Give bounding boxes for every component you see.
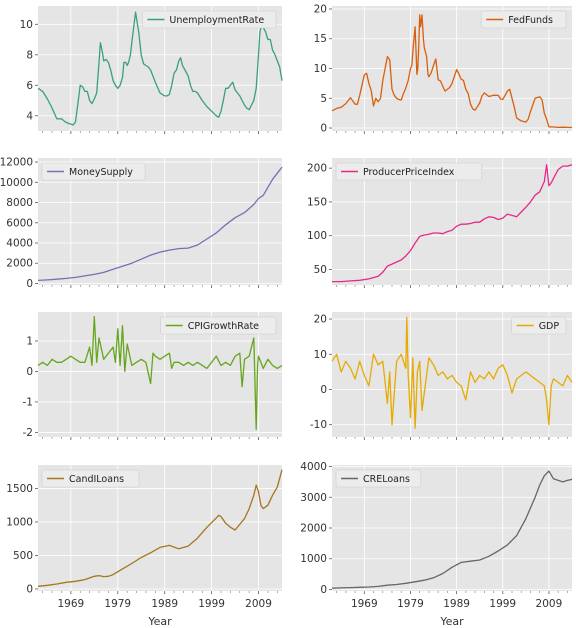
y-tick-label: 4000 xyxy=(300,461,327,473)
y-tick-label: 1000 xyxy=(300,553,327,565)
series-line-CRELoans xyxy=(331,470,573,589)
y-tick-label: 4 xyxy=(26,110,33,122)
x-tick-label: 1989 xyxy=(151,598,178,610)
legend-label: CandILoans xyxy=(69,474,124,485)
legend-box xyxy=(41,162,146,181)
legend-box xyxy=(160,316,277,335)
y-tick-label: 200 xyxy=(307,163,327,175)
legend-label: UnemploymentRate xyxy=(169,15,264,26)
x-tick-label: 1979 xyxy=(397,598,424,610)
y-tick-label: 1500 xyxy=(6,483,33,495)
y-tick-label: 150 xyxy=(307,196,327,208)
legend-box xyxy=(41,469,140,488)
y-tick-label: 1000 xyxy=(6,516,33,528)
y-tick-label: 3000 xyxy=(300,492,327,504)
legend: GDP xyxy=(511,316,567,335)
y-tick-label: 12000 xyxy=(0,157,33,169)
legend: ProducerPriceIndex xyxy=(335,162,483,181)
y-tick-label: 0 xyxy=(26,278,33,290)
x-tick-label: 1999 xyxy=(198,598,225,610)
x-tick-label: 2009 xyxy=(245,598,272,610)
y-tick-label: 0 xyxy=(26,583,33,595)
legend-box xyxy=(480,10,567,29)
legend: FedFunds xyxy=(480,10,567,29)
subplot-GDP: -10 0 10 20 GDP xyxy=(310,312,573,440)
subplot-CRELoans: 0 1000 2000 3000 4000 1969 1979 1989 1999 2009 CRE… xyxy=(300,461,573,610)
y-tick-label: 6 xyxy=(26,80,33,92)
legend: CRELoans xyxy=(335,469,422,488)
x-tick-label: 1969 xyxy=(351,598,378,610)
y-tick-label: -2 xyxy=(23,427,33,439)
x-tick-label: 1989 xyxy=(443,598,470,610)
legend: UnemploymentRate xyxy=(142,10,277,29)
legend-box xyxy=(142,10,277,29)
subplot-UnemploymentRate: 4 6 8 10 UnemploymentRate xyxy=(20,6,283,134)
y-tick-label: 20 xyxy=(314,3,327,15)
y-tick-label: 100 xyxy=(307,230,327,242)
x-axis-label: Year xyxy=(147,615,172,628)
y-tick-label: 1 xyxy=(26,335,33,347)
y-tick-label: 2000 xyxy=(300,523,327,535)
legend-box xyxy=(335,162,483,181)
series-line-CandILoans xyxy=(37,469,283,587)
y-tick-label: 6000 xyxy=(6,217,33,229)
subplot-CPIGrowthRate: -2 -1 0 1 CPIGrowthRate xyxy=(23,312,283,440)
x-tick-label: 1999 xyxy=(489,598,516,610)
y-tick-label: 10000 xyxy=(0,177,33,189)
series-line-MoneySupply xyxy=(37,166,283,282)
y-tick-label: 50 xyxy=(314,264,327,276)
legend: CPIGrowthRate xyxy=(160,316,277,335)
y-tick-label: 10 xyxy=(314,63,327,75)
legend-label: ProducerPriceIndex xyxy=(363,167,455,178)
x-tick-label: 1979 xyxy=(104,598,131,610)
legend-label: CRELoans xyxy=(363,474,410,485)
legend-label: CPIGrowthRate xyxy=(188,321,259,332)
y-tick-label: 15 xyxy=(314,33,327,45)
x-tick-label: 2009 xyxy=(536,598,563,610)
x-axis-label: Year xyxy=(439,615,464,628)
subplot-ProducerPriceIndex: 50 100 150 200 ProducerPriceIndex xyxy=(307,158,573,288)
subplot-FedFunds: 0 5 10 15 20 FedFunds xyxy=(314,3,573,135)
y-tick-label: 0 xyxy=(26,366,33,378)
y-tick-label: 8 xyxy=(26,49,33,61)
y-tick-label: 4000 xyxy=(6,238,33,250)
y-tick-label: 0 xyxy=(320,123,327,135)
y-tick-label: 5 xyxy=(320,93,327,105)
legend-box xyxy=(511,316,567,335)
y-tick-label: -1 xyxy=(23,396,33,408)
y-tick-label: 8000 xyxy=(6,197,33,209)
legend-label: GDP xyxy=(539,321,560,332)
y-tick-label: 0 xyxy=(320,384,327,396)
legend: CandILoans xyxy=(41,469,140,488)
legend-box xyxy=(335,469,422,488)
series-line-ProducerPriceIndex xyxy=(332,164,573,283)
y-tick-label: 10 xyxy=(314,349,327,361)
y-tick-label: 20 xyxy=(314,314,327,326)
series-line-UnemploymentRate xyxy=(37,11,283,126)
y-tick-label: -10 xyxy=(310,419,327,431)
legend: MoneySupply xyxy=(41,162,146,181)
subplot-MoneySupply: 0 2000 4000 6000 8000 10000 12000 MoneySupply xyxy=(0,157,283,290)
y-tick-label: 2000 xyxy=(6,258,33,270)
legend-label: FedFunds xyxy=(508,15,553,26)
series-line-FedFunds xyxy=(331,14,573,129)
y-tick-label: 0 xyxy=(320,584,327,596)
x-tick-label: 1969 xyxy=(57,598,84,610)
series-line-CPIGrowthRate xyxy=(37,315,283,431)
series-line-GDP xyxy=(331,316,573,429)
y-tick-label: 10 xyxy=(20,19,33,31)
subplot-CandILoans: 0 500 1000 1500 1969 1979 1989 1999 2009 CandILoa… xyxy=(6,465,283,610)
legend-label: MoneySupply xyxy=(69,167,133,178)
y-tick-label: 500 xyxy=(13,550,33,562)
